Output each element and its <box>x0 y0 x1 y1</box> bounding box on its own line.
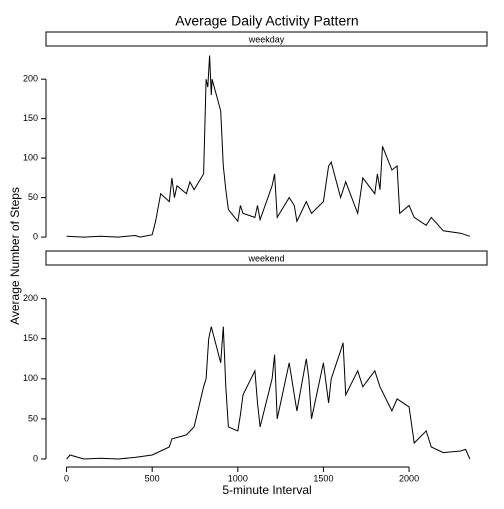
y-tick-label: 50 <box>28 413 38 423</box>
y-tick-label: 150 <box>23 113 38 123</box>
strip-label: weekday <box>248 34 285 44</box>
y-tick-label: 100 <box>23 373 38 383</box>
chart-title: Average Daily Activity Pattern <box>175 13 358 29</box>
y-tick-label: 0 <box>33 453 38 463</box>
y-tick-label: 50 <box>28 192 38 202</box>
x-tick-label: 2000 <box>399 473 419 483</box>
strip <box>45 250 488 266</box>
strip-label: weekend <box>247 253 284 263</box>
data-line <box>66 55 471 238</box>
y-tick-label: 200 <box>23 293 38 303</box>
x-tick-label: 500 <box>145 473 160 483</box>
strip <box>45 31 488 47</box>
y-tick-label: 150 <box>23 333 38 343</box>
y-tick-label: 0 <box>33 231 38 241</box>
data-line <box>66 326 471 460</box>
x-tick-label: 1000 <box>228 473 248 483</box>
y-axis-label: Average Number of Steps <box>8 187 22 325</box>
x-tick-label: 0 <box>64 473 69 483</box>
x-tick-label: 1500 <box>313 473 333 483</box>
x-axis-label: 5-minute Interval <box>222 483 311 497</box>
y-tick-label: 100 <box>23 153 38 163</box>
y-tick-label: 200 <box>23 74 38 84</box>
